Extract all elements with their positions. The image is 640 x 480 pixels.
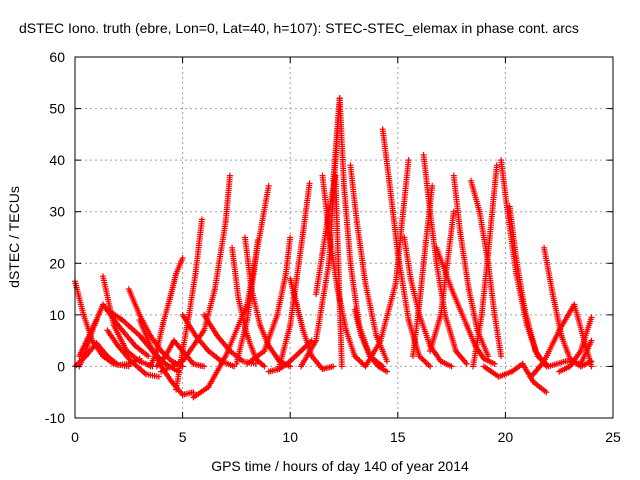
data-point: [427, 363, 434, 370]
data-point: [155, 373, 162, 380]
data-point: [498, 353, 505, 360]
y-tick-label: 20: [49, 255, 65, 271]
series-arc: [480, 360, 550, 396]
series-arc: [556, 314, 595, 375]
data-point: [190, 389, 197, 396]
series-arc: [362, 157, 412, 370]
y-tick-label: 60: [49, 49, 65, 65]
data-point: [493, 162, 500, 169]
series-arc: [147, 255, 186, 370]
series-arc: [420, 152, 470, 367]
data-point: [463, 360, 470, 367]
x-tick-label: 0: [71, 429, 79, 445]
series-arc: [347, 162, 390, 365]
data-point: [448, 363, 455, 370]
data-point: [287, 363, 294, 370]
data-point: [265, 182, 272, 189]
series-arc: [319, 172, 369, 370]
series-arc: [179, 311, 238, 370]
data-point: [405, 157, 412, 164]
y-tick-label: -10: [45, 410, 65, 426]
data-point: [201, 363, 208, 370]
series-arc: [201, 311, 259, 367]
series-arc: [276, 180, 313, 370]
series-arc: [104, 306, 182, 375]
data-point: [588, 363, 595, 370]
data-point: [588, 314, 595, 321]
plot-frame: [74, 56, 614, 419]
y-tick-label: 40: [49, 152, 65, 168]
series-arc: [470, 162, 500, 370]
y-tick-label: 50: [49, 101, 65, 117]
data-point: [306, 180, 313, 187]
series-arc: [433, 244, 498, 367]
series-arc: [244, 234, 294, 367]
data-point: [261, 363, 268, 370]
data-point: [145, 353, 152, 360]
x-tick-label: 5: [179, 429, 187, 445]
data-layer: [72, 95, 595, 401]
x-tick-label: 15: [390, 429, 406, 445]
ticks: 0 5 10 15 20 25 -10 0 10 20 30 40 50 60: [45, 49, 621, 445]
data-point: [338, 363, 345, 370]
data-point: [384, 368, 390, 375]
series-arc: [153, 337, 208, 370]
series-arc: [468, 177, 505, 360]
data-point: [330, 363, 337, 370]
series-arc: [104, 327, 162, 380]
series-arc: [351, 306, 390, 375]
series-arc: [427, 208, 457, 354]
data-point: [384, 358, 390, 365]
series-arc: [401, 234, 455, 370]
x-tick-label: 10: [282, 429, 298, 445]
series-arc: [506, 203, 550, 370]
data-point: [543, 389, 550, 396]
series-arc: [545, 337, 595, 370]
data-point: [93, 317, 100, 323]
data-point: [485, 353, 492, 360]
y-tick-label: 10: [49, 307, 65, 323]
series-arc: [76, 317, 100, 360]
data-point: [491, 360, 498, 367]
series-arc: [173, 216, 205, 393]
series-arc: [158, 172, 233, 375]
data-point: [588, 337, 595, 344]
y-tick-label: 0: [57, 358, 65, 374]
y-axis-label: dSTEC / TECUs: [6, 186, 22, 288]
x-tick-label: 20: [498, 429, 514, 445]
chart-title: dSTEC Iono. truth (ebre, Lon=0, Lat=40, …: [19, 20, 579, 36]
x-tick-label: 25: [605, 429, 621, 445]
y-tick-label: 30: [49, 204, 65, 220]
data-point: [254, 237, 261, 244]
data-point: [450, 208, 457, 215]
data-point: [287, 234, 294, 241]
series-arc: [298, 95, 343, 370]
x-axis-label: GPS time / hours of day 140 of year 2014: [211, 458, 469, 474]
data-point: [199, 216, 205, 223]
data-point: [179, 255, 186, 262]
data-point: [429, 182, 436, 189]
data-point: [226, 172, 233, 179]
